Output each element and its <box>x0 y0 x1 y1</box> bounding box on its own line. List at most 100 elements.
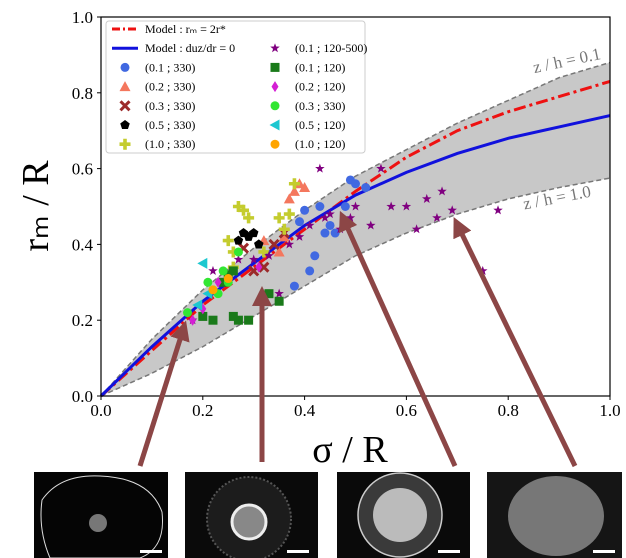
point <box>273 246 285 257</box>
point <box>304 220 315 230</box>
x-tick-label: 0.6 <box>396 401 417 420</box>
spot <box>89 514 107 532</box>
point <box>386 201 396 211</box>
point <box>203 277 213 287</box>
point <box>264 289 274 299</box>
point <box>320 212 330 222</box>
legend-swatch <box>270 101 280 111</box>
point <box>273 212 285 224</box>
point <box>232 201 244 212</box>
point <box>189 314 197 326</box>
point <box>243 212 255 224</box>
disk <box>373 488 427 542</box>
point <box>278 223 290 235</box>
point <box>361 183 371 193</box>
arrow <box>338 210 458 468</box>
legend-label: (0.3 ; 330) <box>295 99 345 113</box>
y-tick-label: 0.6 <box>72 160 93 179</box>
point <box>288 178 300 190</box>
legend-label: (0.1 ; 120) <box>295 60 345 74</box>
point <box>325 220 335 230</box>
point <box>248 254 259 264</box>
legend-swatch <box>119 100 131 112</box>
point <box>183 308 193 318</box>
point <box>422 193 432 203</box>
legend-swatch <box>270 139 280 149</box>
point <box>258 246 270 258</box>
point <box>227 246 239 258</box>
legend-label: (0.5 ; 120) <box>295 118 345 132</box>
x-tick-label: 0.4 <box>294 401 316 420</box>
x-tick-label: 1.0 <box>599 401 620 420</box>
y-tick-label: 0.4 <box>72 235 94 254</box>
point <box>310 251 320 261</box>
scale-bar <box>287 550 309 553</box>
point <box>283 208 295 220</box>
point <box>228 266 238 276</box>
point <box>350 201 361 211</box>
plot-frame <box>100 16 611 397</box>
point <box>208 265 218 275</box>
contour <box>40 475 164 558</box>
point <box>274 288 284 298</box>
y-tick-label: 0.2 <box>72 311 93 330</box>
x-tick-label: 0.8 <box>498 401 519 420</box>
point <box>274 296 284 306</box>
scale-bar <box>438 550 460 553</box>
y-tick-label: 0.8 <box>72 84 93 103</box>
y-tick-label: 0.0 <box>72 387 93 406</box>
point <box>295 217 305 227</box>
arrow <box>453 217 578 468</box>
point <box>493 205 503 215</box>
point <box>376 163 386 173</box>
band-edge <box>100 177 611 397</box>
legend-label: Model : duz/dr = 0 <box>145 41 235 55</box>
plot: z / h = 0.1z / h = 1.00.0 0.2 0.4 0.6 0.8 1.0… <box>72 8 621 420</box>
legend-label: (0.5 ; 330) <box>145 118 195 132</box>
legend-label: (0.2 ; 330) <box>145 80 195 94</box>
legend-box <box>105 20 366 154</box>
point <box>258 261 270 273</box>
point <box>294 231 305 241</box>
legend: Model : rₘ = 2r* Model : duz/dr = 0 (0.1 ;… <box>105 20 367 154</box>
point <box>477 265 488 275</box>
point <box>214 276 222 288</box>
point <box>244 315 254 325</box>
x-tick-label: 0.2 <box>192 401 213 420</box>
legend-swatch <box>270 43 280 53</box>
legend-swatch <box>120 120 130 130</box>
point <box>254 239 264 249</box>
point <box>401 201 412 211</box>
scale-bar <box>140 550 162 553</box>
point <box>268 238 280 250</box>
point <box>192 299 203 311</box>
point <box>340 202 350 211</box>
point <box>366 220 376 230</box>
point <box>208 285 218 295</box>
point <box>288 185 300 196</box>
legend-swatch <box>119 138 131 150</box>
point <box>233 315 243 325</box>
legend-label: (1.0 ; 120) <box>295 137 345 151</box>
y-tick-label: 1.0 <box>72 8 93 27</box>
legend-label: (1.0 ; 330) <box>145 137 195 151</box>
point <box>238 204 250 216</box>
point <box>315 163 325 173</box>
point <box>325 209 335 219</box>
ring <box>230 503 268 541</box>
point <box>228 311 238 321</box>
point <box>218 277 228 287</box>
legend-swatch <box>120 62 130 72</box>
x-axis-label: σ / R <box>312 429 388 471</box>
scale-bar <box>593 550 615 553</box>
point <box>300 205 310 215</box>
micrographs <box>34 472 622 558</box>
arrow <box>137 320 190 467</box>
legend-label: (0.2 ; 120) <box>295 80 345 94</box>
point <box>233 235 244 245</box>
legend-label: (0.3 ; 330) <box>145 99 195 113</box>
y-axis-label: rₘ / R <box>15 160 57 252</box>
disk <box>508 476 604 556</box>
point <box>432 212 442 222</box>
point <box>255 261 263 273</box>
